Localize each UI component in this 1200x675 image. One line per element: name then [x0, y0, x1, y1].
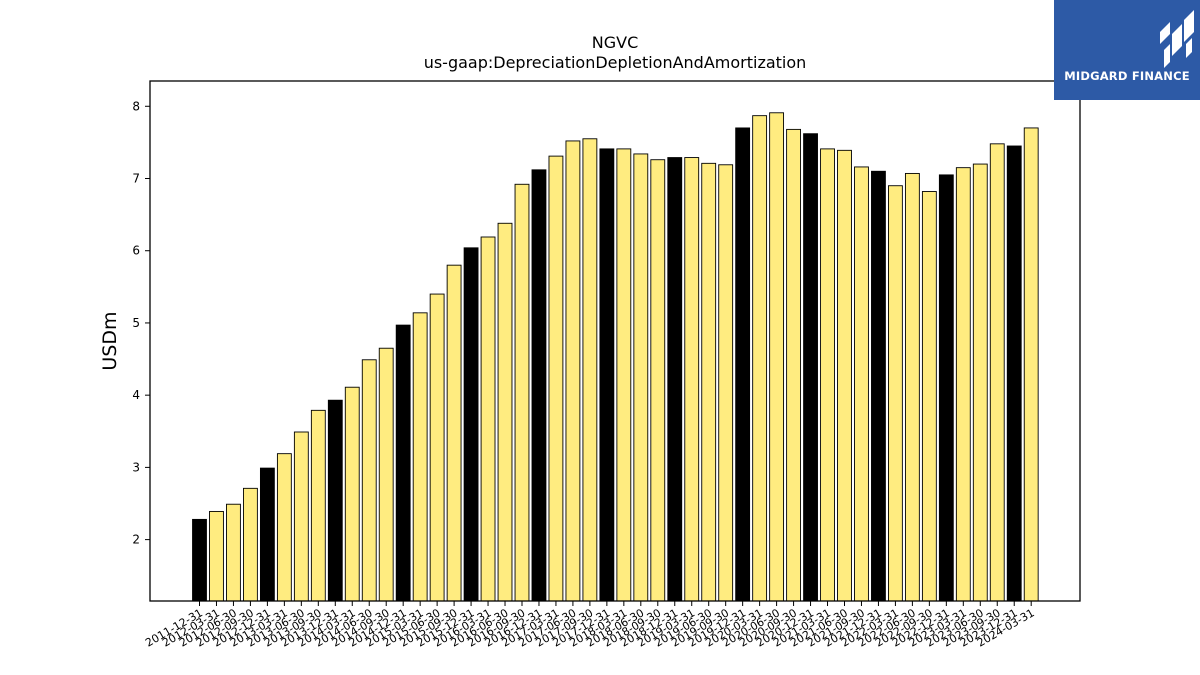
y-tick-label: 2	[132, 533, 140, 547]
y-tick-label: 3	[132, 460, 140, 474]
bar-2016-09-30	[514, 183, 530, 602]
bar-2017-12-31	[599, 148, 615, 602]
bar-2011-12-31	[192, 518, 207, 602]
bar-2017-09-30	[582, 138, 598, 602]
bar-2012-06-30	[226, 503, 241, 602]
bar-2016-12-31	[531, 169, 547, 602]
bar-2020-12-31	[803, 133, 818, 602]
bar-2021-09-30	[854, 166, 869, 602]
chart-title: NGVC	[592, 33, 638, 52]
bar-2015-09-30	[446, 264, 462, 602]
y-tick-label: 5	[132, 316, 140, 330]
bar-2024-03-31	[1023, 127, 1039, 602]
bar-2019-03-31	[684, 157, 700, 602]
bar-2016-06-30	[497, 222, 513, 602]
bar-2013-09-30	[310, 409, 326, 602]
bar-2022-03-31	[888, 185, 903, 602]
bar-2023-12-31	[1006, 145, 1022, 602]
y-tick-label: 4	[132, 388, 140, 402]
bar-2013-03-31	[276, 453, 292, 602]
bar-2017-03-31	[548, 155, 564, 602]
bar-2021-03-31	[820, 148, 835, 602]
brand-logo: MIDGARD FINANCE	[1054, 0, 1200, 100]
bar-2020-03-31	[752, 115, 768, 602]
bar-2018-09-30	[650, 159, 666, 602]
bar-2014-12-31	[395, 324, 411, 602]
bar-2016-03-31	[480, 236, 496, 602]
bar-2012-12-31	[259, 467, 275, 602]
bar-2014-06-30	[361, 359, 377, 602]
bar-2022-06-30	[904, 172, 920, 602]
plot-frame	[149, 80, 1081, 602]
bar-2021-06-30	[837, 149, 852, 602]
bar-2019-09-30	[718, 164, 734, 602]
bar-2018-03-31	[616, 148, 632, 602]
bar-2023-06-30	[972, 163, 988, 602]
bar-2018-12-31	[667, 157, 683, 602]
y-axis-label: USDm	[99, 311, 121, 370]
bar-2014-03-31	[344, 386, 360, 602]
bar-2021-12-31	[871, 170, 886, 602]
bar-2023-03-31	[955, 167, 971, 602]
y-tick-label: 8	[132, 99, 140, 113]
bar-2019-06-30	[701, 162, 717, 602]
y-ticks: 2 3 4 5 6 7 8	[132, 99, 150, 547]
bar-2022-12-31	[938, 174, 954, 602]
chart-subtitle: us-gaap:DepreciationDepletionAndAmortiza…	[424, 53, 807, 72]
bar-2014-09-30	[378, 347, 394, 602]
bar-2012-09-30	[243, 487, 258, 602]
bar-2012-03-31	[209, 510, 224, 602]
bars	[192, 112, 1039, 602]
bar-2015-03-31	[412, 312, 428, 602]
bar-2017-06-30	[565, 140, 581, 602]
bar-2015-06-30	[429, 293, 445, 602]
x-ticks: 2011-12-312012-03-312012-06-302012-09-30…	[143, 601, 1037, 650]
bar-2023-09-30	[989, 143, 1005, 602]
bar-2019-12-31	[735, 127, 751, 602]
bar-2020-06-30	[769, 112, 785, 602]
bar-2015-12-31	[463, 247, 479, 602]
midgard-logo-icon	[1160, 10, 1194, 68]
brand-name: MIDGARD FINANCE	[1064, 69, 1190, 83]
bar-2013-12-31	[327, 399, 343, 602]
y-tick-label: 6	[132, 244, 140, 258]
bar-2020-09-30	[786, 128, 801, 602]
bar-2022-09-30	[921, 191, 937, 602]
bar-2013-06-30	[293, 431, 309, 602]
bar-2018-06-30	[633, 153, 649, 602]
y-tick-label: 7	[132, 172, 140, 186]
